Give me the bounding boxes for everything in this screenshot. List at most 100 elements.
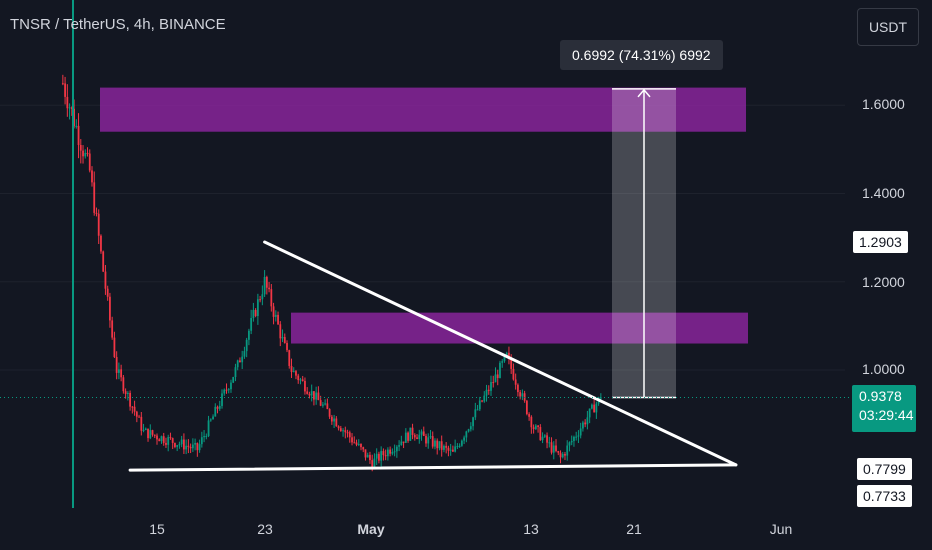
candle-body [405,433,407,443]
candle-body [154,435,156,436]
live-price: 0.9378 [852,385,916,404]
candle-body [396,447,398,452]
candle-body [181,440,183,445]
candle-body [277,315,279,324]
candle-body [477,409,479,410]
candle-body [226,390,228,391]
candle-body [107,289,109,297]
candle-body [555,446,557,452]
candle-body [582,423,584,429]
candle-body [89,154,91,171]
candle-body [421,431,423,434]
candle-body [282,337,284,338]
candle-body [210,419,212,420]
candle-body [80,145,82,151]
candle-body [389,450,391,454]
candle-body [62,83,64,84]
candle-body [584,423,586,425]
candle-body [560,453,562,458]
candle-body [219,406,221,409]
candle-body [295,371,297,375]
candle-body [353,442,355,443]
candle-body [535,426,537,429]
candle-body [569,442,571,445]
candle-body [217,407,219,409]
candle-body [564,454,566,456]
candle-body [138,417,140,418]
candle-body [291,366,293,372]
candle-body [320,400,322,406]
candle-body [315,393,317,400]
candle-body [521,393,523,396]
candle-body [441,441,443,450]
candle-body [349,432,351,437]
candle-body [212,416,214,419]
candle-body [196,443,198,450]
candle-body [542,437,544,440]
candle-body [342,430,344,431]
candle-body [98,214,100,236]
candle-body [118,369,120,373]
candle-body [439,441,441,448]
live-price-badge: 0.9378 03:29:44 [852,385,916,432]
candle-body [450,450,452,451]
candle-body [418,435,420,439]
candle-body [351,437,353,442]
candle-body [380,451,382,461]
candle-body [248,331,250,340]
candle-body [412,428,414,435]
candle-body [190,447,192,448]
currency-button[interactable]: USDT [857,8,919,46]
x-tick-label: May [357,521,384,537]
candle-body [300,379,302,380]
candle-body [566,446,568,456]
candle-body [241,357,243,363]
candle-body [221,393,223,406]
candle-body [425,436,427,443]
candle-body [143,430,145,431]
price-label-pattern-top: 1.2903 [853,231,908,253]
candle-body [530,417,532,427]
candle-body [587,417,589,424]
candle-body [398,445,400,447]
candle-body [93,182,95,213]
candle-body [302,379,304,380]
candle-body [461,441,463,446]
candle-body [443,446,445,450]
candle-body [486,390,488,396]
price-label-support-1: 0.7799 [857,458,912,480]
candle-body [362,447,364,449]
candle-body [423,431,425,436]
candle-body [414,435,416,437]
candle-body [468,429,470,431]
candle-body [311,391,313,395]
candle-body [309,394,311,396]
candle-body [400,442,402,446]
candle-body [490,382,492,391]
candle-body [376,454,378,459]
candle-body [147,429,149,438]
candle-body [452,450,454,452]
candle-body [205,436,207,437]
candle-body [161,436,163,441]
trendline-support [130,465,736,470]
candle-body [114,338,116,357]
candle-body [230,383,232,390]
candle-body [192,445,194,449]
candle-body [273,306,275,317]
candle-body [391,452,393,454]
candle-body [513,369,515,380]
candle-body [593,405,595,413]
y-tick-label: 1.4000 [862,185,905,201]
candle-body [174,443,176,447]
candle-body [526,401,528,414]
candle-body [64,83,66,96]
candle-body [156,436,158,440]
x-tick-label: 21 [626,521,642,537]
candle-body [340,428,342,431]
candle-body [183,440,185,450]
candle-body [360,444,362,447]
candle-body [430,436,432,437]
candle-body [163,436,165,443]
